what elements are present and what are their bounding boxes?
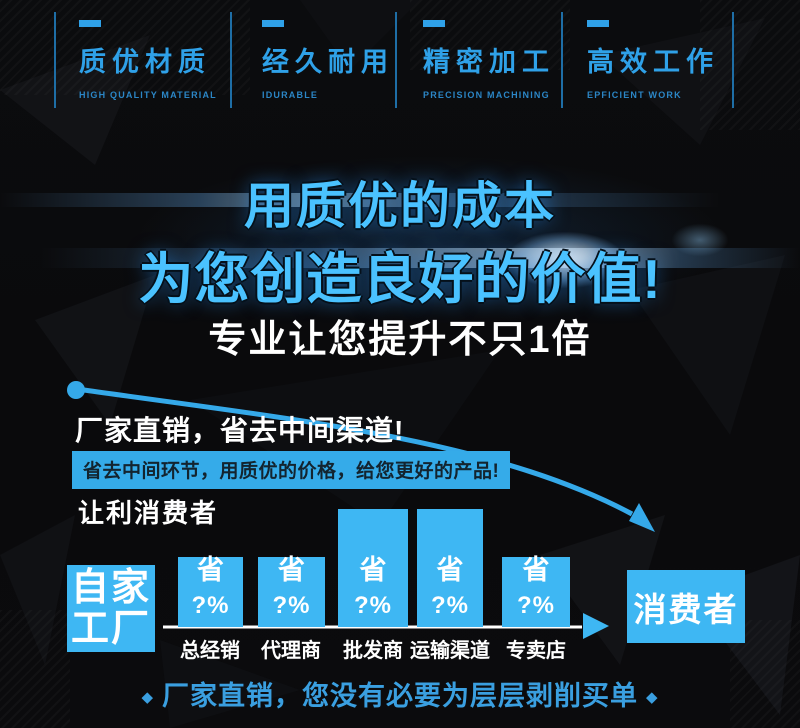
bar-transport: 省 ?% — [417, 509, 483, 627]
bar-label-wholesaler: 批发商 — [343, 640, 403, 662]
bar-value: ?% — [191, 592, 230, 619]
bar-label-retail-store: 专卖店 — [506, 640, 566, 662]
factory-label-line1: 自家 — [70, 566, 151, 609]
hero-subtitle: 专业让您提升不只1倍 — [208, 319, 592, 361]
bar-wholesaler: 省 ?% — [338, 509, 408, 627]
badge-divider — [732, 12, 734, 108]
feature-badge-durable: 经久耐用 IDURABLE — [262, 20, 394, 100]
curve-start-dot-icon — [67, 381, 85, 399]
badge-dash-icon — [423, 20, 445, 27]
bar-label-agent: 代理商 — [261, 640, 321, 662]
badge-title: 经久耐用 — [262, 47, 394, 77]
bar-value: ?% — [354, 592, 392, 619]
tagline-text: 厂家直销，您没有必要为层层剥削买单 — [162, 681, 638, 711]
direct-sale-note: 让利消费者 — [78, 498, 219, 528]
badge-title: 精密加工 — [423, 47, 555, 77]
diamond-icon: ◆ — [141, 689, 154, 706]
badge-divider — [561, 12, 563, 108]
bar-save-text: 省 — [359, 555, 387, 585]
badge-title: 高效工作 — [587, 47, 719, 77]
bar-retail-store: 省 ?% — [502, 555, 570, 627]
bar-label-distributor: 总经销 — [180, 640, 240, 662]
diamond-icon: ◆ — [646, 689, 659, 706]
direct-sale-heading: 厂家直销，省去中间渠道! — [75, 415, 405, 446]
bar-value: ?% — [272, 592, 311, 619]
curve-arrowhead-icon — [629, 503, 655, 532]
badge-dash-icon — [262, 20, 284, 27]
bar-value: ?% — [431, 592, 469, 619]
badge-title: 质优材质 — [79, 47, 211, 77]
bar-save-text: 省 — [522, 555, 550, 585]
badge-divider — [395, 12, 397, 108]
badge-subtitle: PRECISION MACHINING — [423, 90, 550, 100]
bar-save-text: 省 — [278, 555, 305, 585]
factory-label-line2: 工厂 — [70, 607, 151, 650]
badge-divider — [230, 12, 232, 108]
bottom-tagline: ◆ 厂家直销，您没有必要为层层剥削买单 ◆ — [0, 674, 800, 713]
feature-badge-efficient: 高效工作 EPFICIENT WORK — [587, 20, 719, 100]
bar-agent: 省 ?% — [258, 555, 325, 627]
bar-distributor: 省 ?% — [178, 555, 243, 627]
badge-subtitle: HIGH QUALITY MATERIAL — [79, 90, 217, 100]
badge-divider — [54, 12, 56, 108]
consumer-box: 消费者 — [627, 570, 745, 643]
hero-title-line2: 为您创造良好的价值! — [138, 248, 662, 310]
feature-badge-precision: 精密加工 PRECISION MACHINING — [423, 20, 555, 100]
baseline-arrowhead-icon — [583, 613, 609, 639]
direct-sale-highlight: 省去中间环节，用质优的价格，给您更好的产品! — [72, 451, 511, 489]
badge-subtitle: EPFICIENT WORK — [587, 90, 682, 100]
factory-box: 自家 工厂 — [67, 565, 155, 652]
badge-dash-icon — [587, 20, 609, 27]
bar-save-text: 省 — [197, 555, 224, 585]
bar-save-text: 省 — [436, 555, 464, 585]
badge-dash-icon — [79, 20, 101, 27]
bar-value: ?% — [517, 592, 555, 619]
feature-badge-quality: 质优材质 HIGH QUALITY MATERIAL — [79, 20, 217, 100]
bar-label-transport: 运输渠道 — [410, 640, 490, 662]
hero-title-line1: 用质优的成本 — [244, 178, 556, 234]
consumer-label: 消费者 — [633, 590, 739, 628]
badge-subtitle: IDURABLE — [262, 90, 319, 100]
